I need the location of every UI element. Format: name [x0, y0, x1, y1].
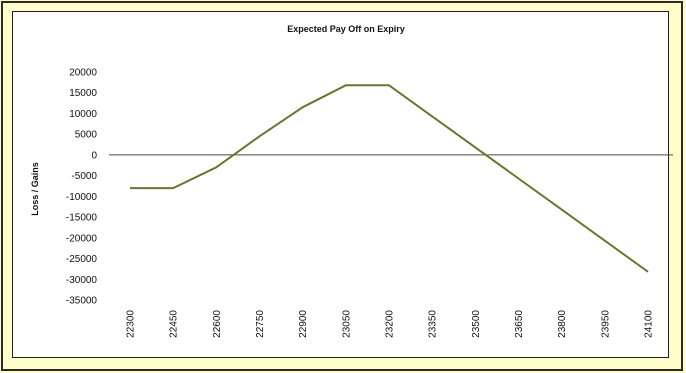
y-tick-label: -35000	[66, 296, 98, 307]
x-tick-label: 22750	[255, 310, 266, 338]
y-tick-label: -30000	[66, 275, 98, 286]
x-tick-label: 23500	[471, 310, 482, 338]
x-tick-label: 23650	[514, 310, 525, 338]
y-tick-label: 0	[91, 150, 97, 161]
y-tick-label: -10000	[66, 192, 98, 203]
x-tick-label: 22900	[298, 310, 309, 338]
y-tick-label: 15000	[69, 88, 97, 99]
x-tick-label: 23950	[600, 310, 611, 338]
y-tick-label: 20000	[69, 68, 97, 79]
x-tick-label: 22450	[169, 310, 180, 338]
y-tick-label: 10000	[69, 109, 97, 120]
y-tick-label: -5000	[71, 171, 97, 182]
chart-title: Expected Pay Off on Expiry	[287, 24, 405, 34]
x-tick-label: 22600	[212, 310, 223, 338]
x-tick-label: 23350	[428, 310, 439, 338]
x-tick-label: 23050	[341, 310, 352, 338]
x-tick-label: 23800	[557, 310, 568, 338]
y-tick-label: -20000	[66, 233, 98, 244]
x-tick-label: 22300	[126, 310, 137, 338]
payoff-series-line	[130, 84, 649, 273]
chart-panel	[12, 11, 669, 358]
y-tick-label: -15000	[66, 213, 98, 224]
y-tick-label: 5000	[75, 130, 98, 141]
x-tick-label: 24100	[644, 310, 655, 338]
x-tick-label: 23200	[385, 310, 396, 338]
y-tick-label: -25000	[66, 254, 98, 265]
y-axis-label: Loss / Gains	[30, 162, 40, 216]
